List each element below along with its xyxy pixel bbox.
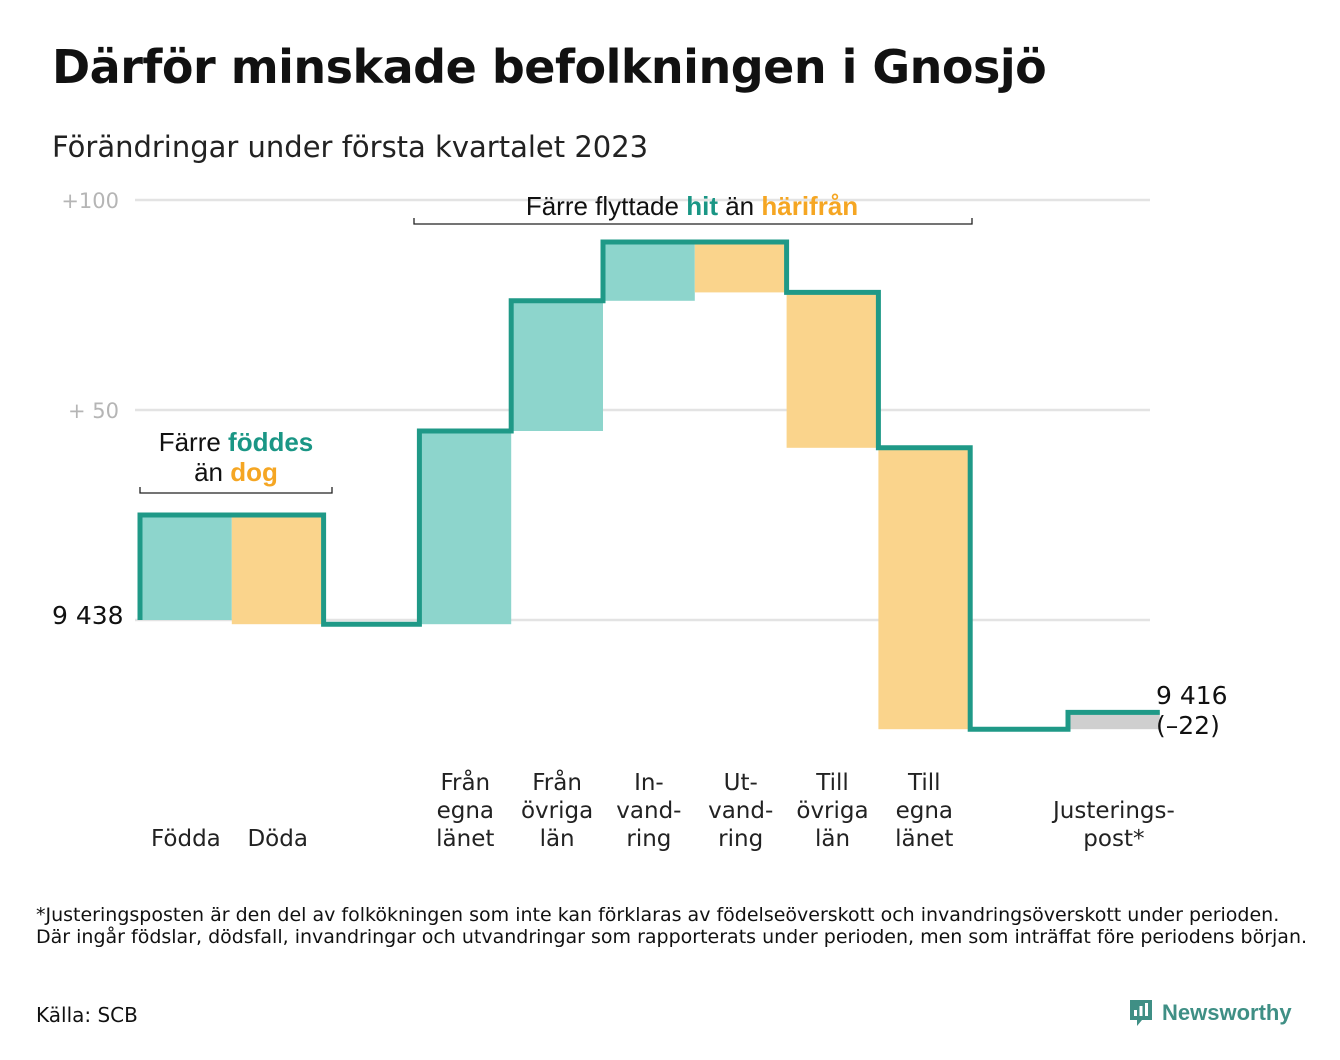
end-value-label: 9 416: [1156, 681, 1228, 710]
bracket-births: [139, 487, 333, 494]
bar-utvandring: [694, 242, 787, 293]
newsworthy-logo[interactable]: Newsworthy: [1128, 998, 1292, 1028]
category-label-justeringspost: Justerings-post*: [1051, 798, 1175, 852]
bar-fran-egna-lanet: [419, 431, 512, 625]
category-label-line: egna: [437, 798, 494, 824]
category-label-line: Till: [815, 770, 849, 796]
annotation-text: Färre föddes: [159, 427, 314, 457]
category-label-line: län: [815, 826, 850, 852]
category-label-line: övriga: [521, 798, 593, 824]
bar-fran-ovriga-lan: [511, 300, 603, 431]
category-label-line: länet: [436, 826, 494, 852]
y-tick-label: +100: [61, 189, 119, 213]
bar-till-egna-lanet: [878, 447, 971, 730]
category-label-line: Ut-: [724, 770, 758, 796]
category-label-line: län: [540, 826, 575, 852]
category-label-line: ring: [626, 826, 671, 852]
population-line: [137, 239, 1160, 732]
category-label-line: post*: [1083, 826, 1144, 852]
bar-invandring: [603, 242, 695, 301]
category-label-line: ring: [718, 826, 763, 852]
bar-fodda: [140, 515, 232, 620]
annotation-moves: Färre flyttade hit än härifrån: [526, 191, 858, 221]
category-label-line: Från: [440, 768, 490, 796]
category-label-line: Justerings-: [1051, 798, 1175, 824]
category-label-line: vand-: [708, 798, 773, 824]
category-label-line: egna: [896, 798, 953, 824]
y-tick-label: + 50: [68, 399, 119, 423]
bar-doda: [231, 515, 324, 625]
category-label-line: Födda: [151, 826, 221, 852]
category-label-line: Döda: [247, 826, 307, 852]
annotation-text: än dog: [194, 457, 278, 487]
category-label-line: Till: [907, 770, 941, 796]
category-label-line: In-: [634, 770, 664, 796]
annotation-text: Färre flyttade hit än härifrån: [526, 191, 858, 221]
start-value-label: 9 438: [52, 601, 124, 630]
category-label-doda: Döda: [247, 826, 307, 852]
category-label-fodda: Födda: [151, 826, 221, 852]
bracket-moves: [413, 218, 973, 225]
category-label-utvandring: Ut-vand-ring: [708, 770, 773, 852]
category-label-invandring: In-vand-ring: [616, 770, 681, 852]
bar-justeringspost: [1068, 712, 1160, 730]
source-label: Källa: SCB: [36, 1003, 138, 1027]
chart-title: Därför minskade befolkningen i Gnosjö: [52, 40, 1047, 94]
category-label-line: övriga: [796, 798, 868, 824]
footnote: *Justeringsposten är den del av folkökni…: [36, 904, 1308, 948]
newsworthy-chart-icon: [1130, 1000, 1152, 1026]
end-change-label: (–22): [1156, 711, 1220, 740]
category-label-line: Från: [532, 768, 582, 796]
chart-subtitle: Förändringar under första kvartalet 2023: [52, 130, 649, 164]
category-label-line: vand-: [616, 798, 681, 824]
bar-till-ovriga-lan: [786, 292, 879, 448]
brand-name: Newsworthy: [1162, 1000, 1292, 1025]
category-label-line: länet: [895, 826, 953, 852]
